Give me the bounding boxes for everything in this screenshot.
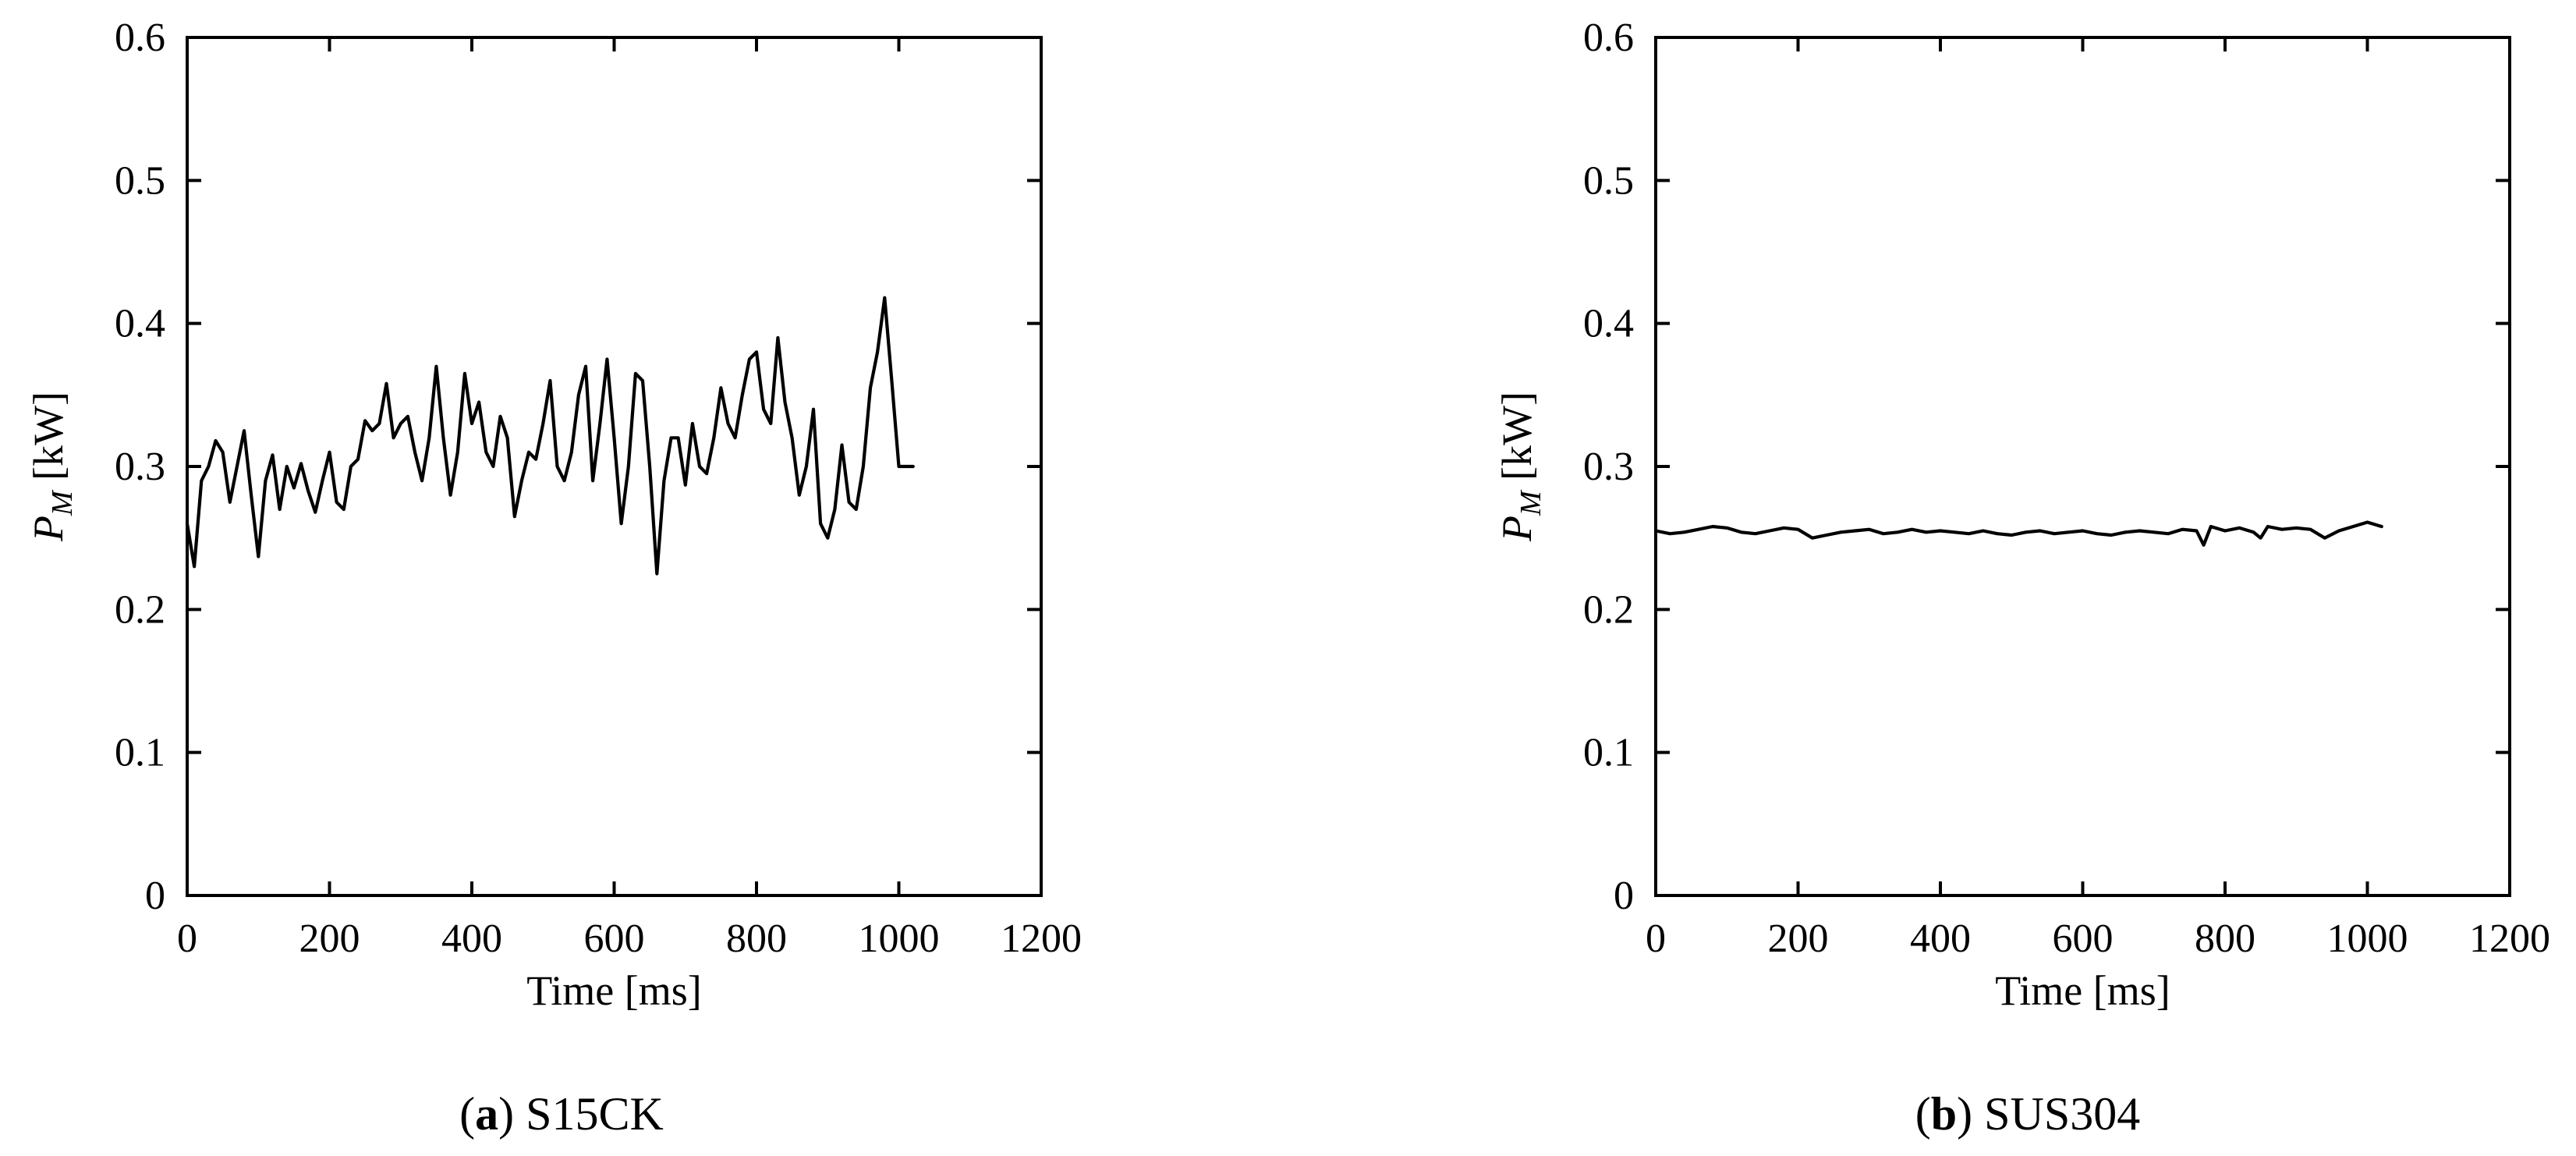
y-axis-unit: [kW]	[1494, 392, 1540, 491]
y-tick-label: 0	[145, 874, 165, 918]
x-tick-label: 1200	[2469, 917, 2550, 961]
y-tick-label: 0.1	[1583, 731, 1634, 775]
y-tick-label: 0.6	[1583, 16, 1634, 60]
panel-a: 0 200 400 600 800 1000 1200 0 0.1 0.2 0.3 0.4 0.5 0.6…	[25, 16, 1082, 1140]
y-axis-unit: [kW]	[25, 392, 72, 491]
series-line	[185, 296, 915, 576]
y-tick-label: 0.6	[115, 16, 165, 60]
y-axis-subscript: M	[1515, 489, 1547, 516]
x-tick-label: 200	[299, 917, 360, 961]
series-line	[1653, 520, 2383, 547]
y-axis-subscript: M	[46, 489, 79, 516]
plot-frame	[1654, 36, 2511, 897]
y-axis-title: PM [kW]	[25, 392, 79, 542]
y-tick-label: 0.5	[115, 158, 165, 203]
x-tick-label: 600	[584, 917, 645, 961]
x-tick-label: 1000	[2327, 917, 2408, 961]
x-tick-label: 0	[1646, 917, 1666, 961]
caption-paren-open: (	[459, 1088, 475, 1140]
caption-title: SUS304	[1984, 1088, 2140, 1140]
caption-paren-open: (	[1915, 1088, 1931, 1140]
y-tick-label: 0.1	[115, 731, 165, 775]
x-tick-label: 800	[2195, 917, 2255, 961]
y-tick-label: 0.2	[1583, 587, 1634, 632]
x-tick-label: 0	[177, 917, 197, 961]
caption-paren-close: )	[498, 1088, 526, 1140]
y-tick-label: 0.5	[1583, 158, 1634, 203]
x-tick-label: 1200	[1001, 917, 1082, 961]
caption-letter: b	[1931, 1088, 1957, 1140]
y-tick-label: 0.2	[115, 587, 165, 632]
y-axis-title: PM [kW]	[1494, 392, 1547, 542]
y-tick-label: 0	[1614, 874, 1634, 918]
y-tick-label: 0.4	[1583, 302, 1634, 346]
y-tick-label: 0.3	[1583, 445, 1634, 489]
panel-caption: (a) S15CK	[459, 1088, 664, 1140]
x-tick-label: 400	[441, 917, 502, 961]
x-tick-label: 800	[726, 917, 787, 961]
x-axis-title: Time [ms]	[1995, 967, 2170, 1014]
x-tick-label: 1000	[859, 917, 940, 961]
x-tick-label: 200	[1768, 917, 1829, 961]
x-tick-label: 600	[2053, 917, 2114, 961]
y-tick-label: 0.4	[115, 302, 165, 346]
y-axis-symbol: P	[1494, 516, 1540, 542]
x-axis-title: Time [ms]	[526, 967, 702, 1014]
y-tick-label: 0.3	[115, 445, 165, 489]
caption-letter: a	[475, 1088, 498, 1140]
x-tick-label: 400	[1910, 917, 1971, 961]
caption-title: S15CK	[526, 1088, 664, 1140]
caption-paren-close: )	[1957, 1088, 1984, 1140]
y-axis-symbol: P	[25, 516, 72, 542]
panel-caption: (b) SUS304	[1915, 1088, 2140, 1140]
panel-b: 0 200 400 600 800 1000 1200 0 0.1 0.2 0.3 0.4 0.5 0.6…	[1494, 16, 2550, 1140]
